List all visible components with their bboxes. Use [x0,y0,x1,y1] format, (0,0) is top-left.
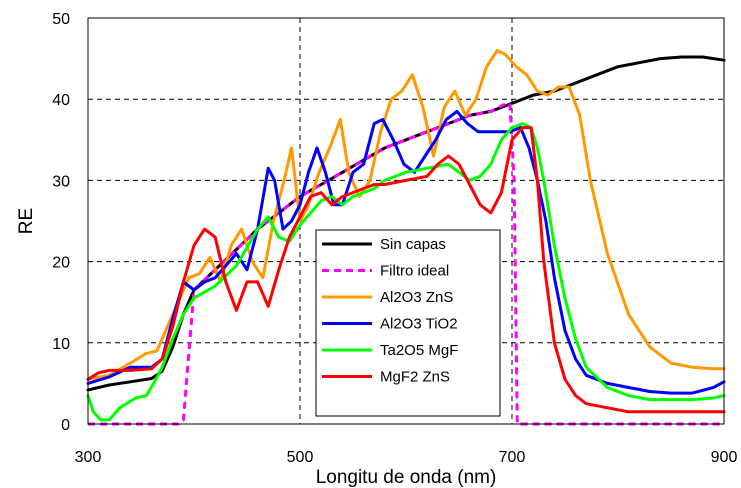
legend: Sin capas Filtro ideal Al2O3 ZnS Al2O3 TiO2… [315,229,501,417]
y-tick-label: 30 [52,173,70,190]
legend-label: Al2O3 ZnS [380,289,453,306]
legend-label: Al2O3 TiO2 [380,316,458,333]
plot-border [87,17,725,425]
series-line-6 [86,126,726,414]
legend-label: Sin capas [380,236,446,253]
x-tick-label: 700 [499,449,526,466]
series-line-1 [86,55,726,392]
y-tick-label: 0 [61,417,70,434]
x-tick-label: 500 [287,449,314,466]
y-tick-label: 40 [52,92,70,109]
y-axis-title: RE [16,208,37,234]
x-tick-labels: 300 500 700 900 [75,449,738,466]
y-tick-label: 10 [52,336,70,353]
series-line-5 [86,122,726,422]
series-line-4 [86,109,726,395]
legend-label: Filtro ideal [380,263,449,280]
legend-label: Ta2O5 MgF [380,342,458,359]
x-tick-label: 900 [711,449,738,466]
x-axis-title: Longitu de onda (nm) [316,467,497,488]
legend-label: MgF2 ZnS [380,369,450,386]
x-tick-label: 300 [75,449,102,466]
series-line-3 [86,49,726,381]
y-tick-labels: 0 10 20 30 40 50 [52,11,70,434]
series-lines [86,49,726,426]
y-tick-label: 20 [52,255,70,272]
y-tick-label: 50 [52,11,70,28]
